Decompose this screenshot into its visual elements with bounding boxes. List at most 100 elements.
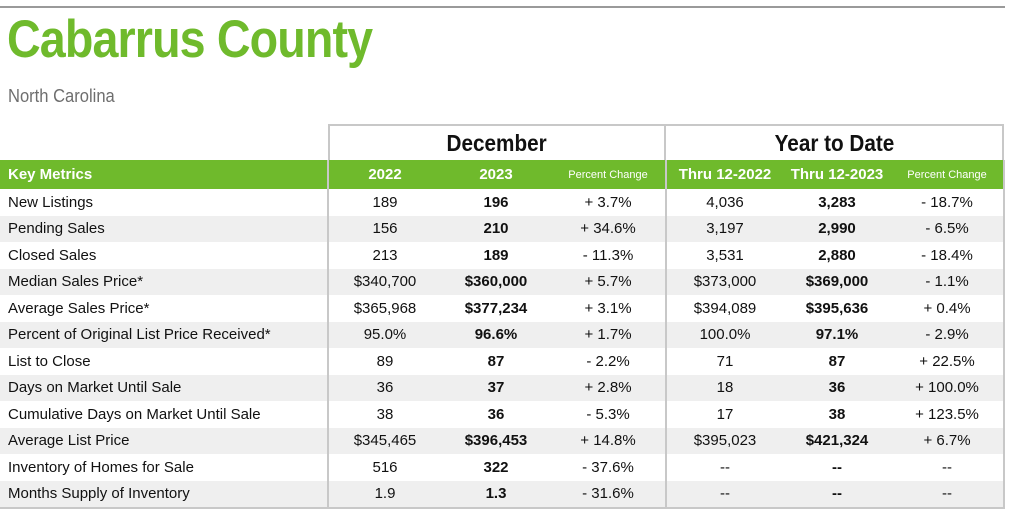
dec-percent-change: + 3.7% (584, 193, 632, 211)
dec-2023-value: 322 (483, 458, 509, 476)
ytd-2022-value: 18 (665, 374, 783, 401)
ytd-2022-value: 3,531 (665, 242, 783, 269)
dec-2022-value: 36 (327, 374, 441, 401)
dec-percent-change: + 2.8% (584, 379, 632, 397)
table-row: Months Supply of Inventory 1.9 1.3- 31.6% -… (0, 480, 1005, 509)
metric-name: Inventory of Homes for Sale (8, 458, 194, 476)
table-header-row: Key Metrics 2022 2023 Percent Change Thr… (0, 160, 1005, 189)
ytd-2023-value: -- (832, 458, 842, 476)
ytd-2023-value: 3,283 (818, 193, 856, 211)
dec-percent-change: + 3.1% (584, 299, 632, 317)
page-subtitle: North Carolina (8, 86, 115, 106)
dec-2023-value: $360,000 (464, 273, 528, 291)
ytd-percent-change: - 18.4% (891, 242, 1005, 269)
dec-2023-value: 96.6% (474, 326, 518, 344)
dec-2022-value: 189 (327, 189, 441, 216)
metric-name: Median Sales Price* (8, 273, 144, 291)
ytd-percent-change: + 123.5% (891, 401, 1005, 428)
table-row: New Listings 189 196 + 3.7% 4,036 3,283 - 18.7… (0, 189, 1005, 216)
dec-percent-change: - 31.6% (551, 480, 666, 509)
dec-2023-value: 196 (483, 193, 509, 211)
ytd-2023-value: $421,324 (805, 432, 869, 450)
metric-name: Percent of Original List Price Received* (8, 326, 271, 344)
ytd-percent-change: + 100.0% (891, 374, 1005, 401)
ytd-2022-value: 71 (665, 348, 783, 375)
table-row: Days on Market Until Sale 36 37 + 2.8% 18 36 +… (0, 374, 1005, 401)
dec-2023-value: 189 (483, 246, 509, 264)
metric-name: Average Sales Price* (8, 299, 150, 317)
ytd-2023-value: 36 (828, 379, 846, 397)
dec-percent-change: - 5.3% (586, 405, 630, 423)
dec-2022-value: 38 (327, 401, 441, 428)
ytd-2023-value: 2,880 (818, 246, 856, 264)
dec-percent-change: + 14.8% (580, 432, 636, 450)
ytd-2022-value: $394,089 (665, 295, 783, 322)
ytd-2023-value: -- (783, 480, 891, 509)
table-row: Average List Price $345,465 $396,453 + 14.8… (0, 427, 1005, 454)
metric-name: Days on Market Until Sale (8, 379, 182, 397)
ytd-2023-value: 38 (828, 405, 846, 423)
dec-2022-value: 516 (327, 454, 441, 481)
ytd-2022-value: $395,023 (665, 427, 783, 454)
ytd-percent-change: - 1.1% (891, 268, 1005, 295)
metric-name: Pending Sales (8, 220, 105, 238)
header-ytd-percent-change: Percent Change (891, 160, 1005, 189)
metric-name: Closed Sales (8, 246, 97, 264)
ytd-2023-value: 97.1% (815, 326, 859, 344)
dec-2022-value: 89 (327, 348, 441, 375)
dec-2023-value: 210 (483, 220, 509, 238)
table-row: Inventory of Homes for Sale 516 322 - 37.6%… (0, 454, 1005, 481)
ytd-2023-value: $369,000 (805, 273, 869, 291)
table-row: List to Close 89 87 - 2.2% 71 87 + 22.5% (0, 348, 1005, 375)
ytd-2022-value: 4,036 (665, 189, 783, 216)
ytd-2022-value: 100.0% (665, 321, 783, 348)
ytd-percent-change: + 6.7% (891, 427, 1005, 454)
group-header-december: December (328, 124, 666, 160)
ytd-percent-change: -- (891, 480, 1005, 509)
dec-2023-value: $377,234 (464, 299, 528, 317)
dec-2022-value: $345,465 (327, 427, 441, 454)
group-header-year-to-date: Year to Date (666, 124, 1004, 160)
dec-percent-change: + 1.7% (584, 326, 632, 344)
ytd-2022-value: $373,000 (665, 268, 783, 295)
ytd-2022-value: -- (665, 480, 783, 509)
dec-2022-value: 1.9 (327, 480, 441, 509)
ytd-percent-change: -- (891, 454, 1005, 481)
dec-2022-value: 95.0% (327, 321, 441, 348)
dec-2022-value: $365,968 (327, 295, 441, 322)
dec-2023-value: 87 (487, 352, 505, 370)
ytd-percent-change: + 0.4% (891, 295, 1005, 322)
ytd-2023-value: 2,990 (818, 220, 856, 238)
dec-2023-value: 36 (487, 405, 505, 423)
ytd-2022-value: 17 (665, 401, 783, 428)
dec-2022-value: 213 (327, 242, 441, 269)
header-ytd-2023: Thru 12-2023 (790, 166, 884, 183)
header-dec-percent-change: Percent Change (568, 168, 648, 181)
dec-percent-change: + 34.6% (580, 220, 636, 238)
dec-2022-value: 156 (327, 215, 441, 242)
dec-percent-change: - 2.2% (586, 352, 630, 370)
group-label-december: December (446, 129, 548, 156)
header-dec-2022: 2022 (327, 160, 441, 189)
header-key-metrics: Key Metrics (8, 166, 93, 183)
dec-percent-change: + 5.7% (584, 273, 632, 291)
header-dec-2023: 2023 (479, 166, 513, 183)
dec-percent-change: - 37.6% (582, 458, 634, 476)
dec-2023-value: 37 (487, 379, 505, 397)
table-row: Percent of Original List Price Received*… (0, 321, 1005, 348)
dec-percent-change: - 11.3% (582, 246, 634, 264)
table-row: Median Sales Price* $340,700 $360,000 + 5.7… (0, 268, 1005, 295)
table-row: Closed Sales 213 189 - 11.3% 3,531 2,880 - 18.… (0, 242, 1005, 269)
table-row: Cumulative Days on Market Until Sale 38 36… (0, 401, 1005, 428)
metric-name: List to Close (8, 352, 91, 370)
metrics-table: Key Metrics 2022 2023 Percent Change Thr… (0, 160, 1005, 509)
ytd-percent-change: - 18.7% (891, 189, 1005, 216)
ytd-percent-change: + 22.5% (891, 348, 1005, 375)
dec-2023-value: 1.3 (441, 480, 551, 509)
dec-2022-value: $340,700 (327, 268, 441, 295)
ytd-2023-value: $395,636 (805, 299, 869, 317)
ytd-2022-value: -- (665, 454, 783, 481)
ytd-2023-value: 87 (828, 352, 846, 370)
metric-name: Cumulative Days on Market Until Sale (8, 405, 261, 423)
ytd-2022-value: 3,197 (665, 215, 783, 242)
